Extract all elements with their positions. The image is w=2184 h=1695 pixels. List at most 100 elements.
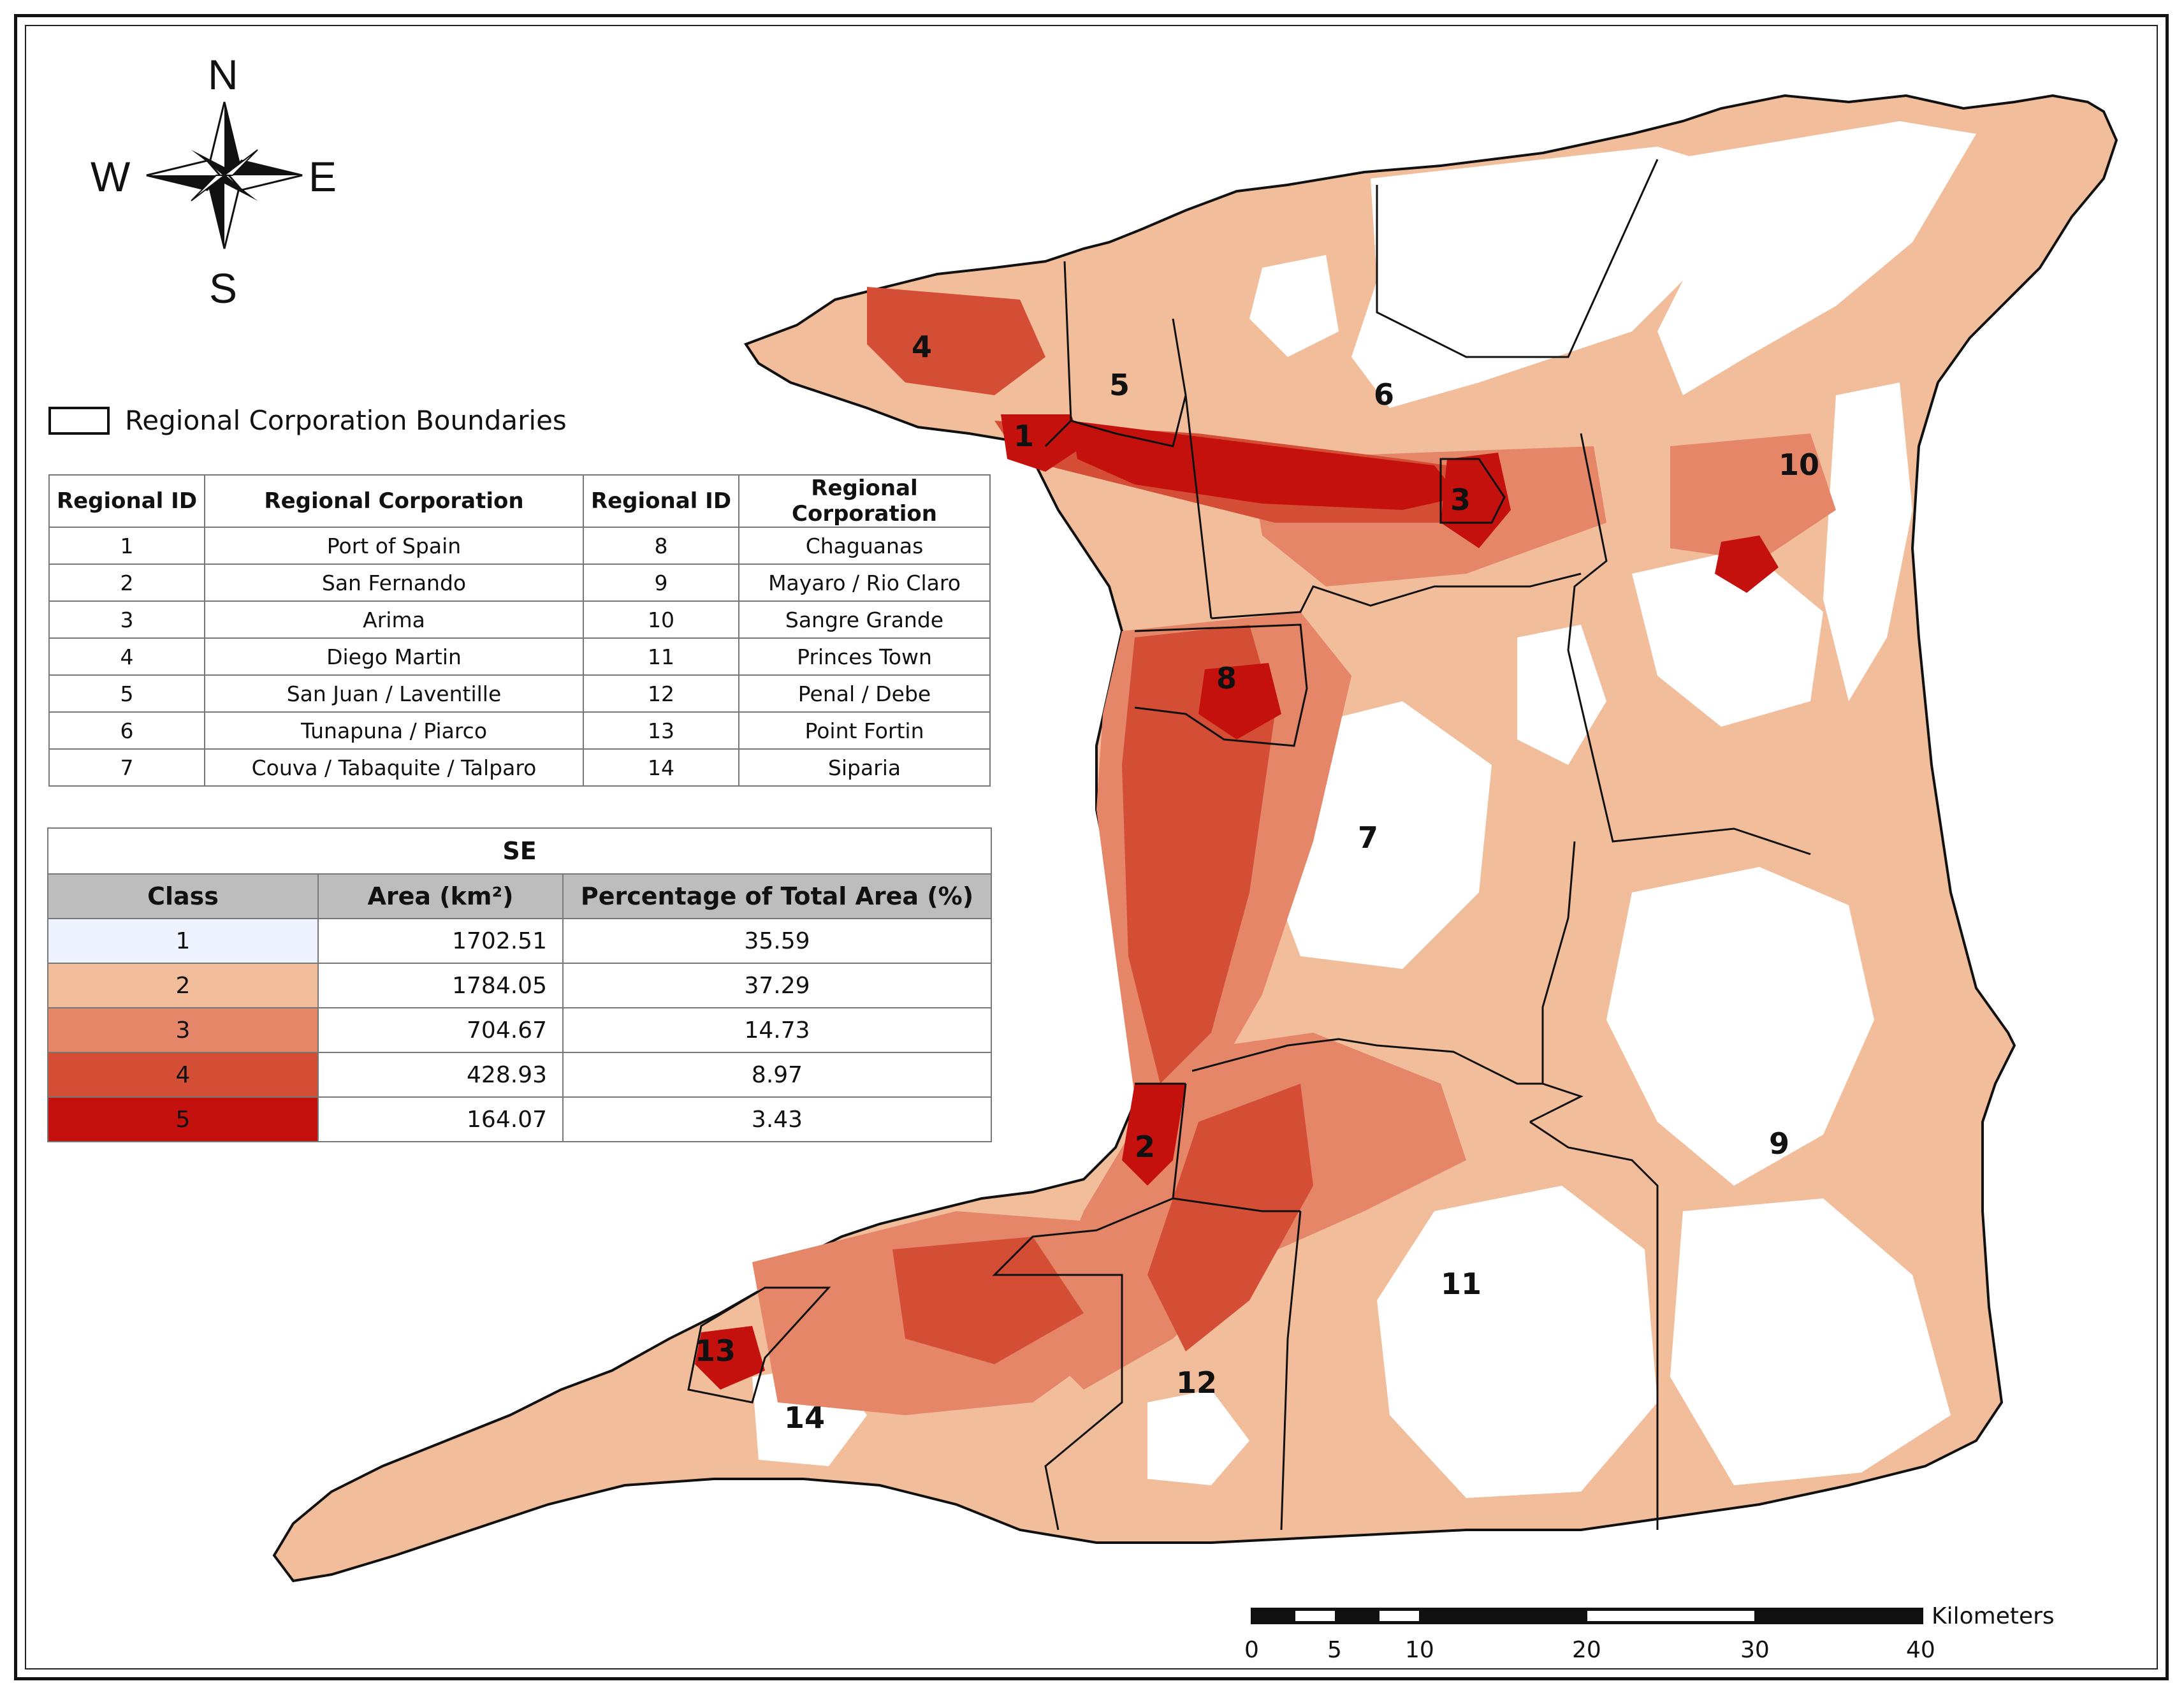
se-area: 1784.05 <box>317 963 564 1008</box>
region-label-3: 3 <box>1450 483 1471 517</box>
compass-s: S <box>209 265 237 312</box>
scale-tick-5: 5 <box>1327 1637 1342 1663</box>
table-row: 1 Port of Spain 8 Chaguanas <box>48 527 991 565</box>
regional-boundaries <box>687 159 1811 1531</box>
legend-boundary-swatch <box>48 406 110 435</box>
region-label-6: 6 <box>1374 377 1394 412</box>
scale-tick-10: 10 <box>1405 1637 1434 1663</box>
se-area: 164.07 <box>317 1096 564 1142</box>
region-id: 6 <box>48 711 205 750</box>
region-id: 12 <box>583 674 739 713</box>
table-row: 3 Arima 10 Sangre Grande <box>48 600 991 639</box>
region-id: 2 <box>48 564 205 602</box>
region-name: Princes Town <box>738 637 991 676</box>
table-row: 4 Diego Martin 11 Princes Town <box>48 637 991 676</box>
region-label-13: 13 <box>695 1334 736 1368</box>
legend-boundary-label: Regional Corporation Boundaries <box>125 405 567 436</box>
scale-tick-0: 0 <box>1244 1637 1259 1663</box>
se-class-table: SE Class Area (km²) Percentage of Total … <box>47 827 992 1142</box>
class-5-areas <box>695 414 1779 1390</box>
se-table-header: Percentage of Total Area (%) <box>562 873 992 919</box>
region-label-5: 5 <box>1109 368 1130 402</box>
region-label-11: 11 <box>1441 1267 1481 1301</box>
region-name: Sangre Grande <box>738 600 991 639</box>
region-label-10: 10 <box>1779 447 1819 482</box>
se-percentage: 35.59 <box>562 918 992 964</box>
region-name: Penal / Debe <box>738 674 991 713</box>
region-label-8: 8 <box>1216 661 1237 695</box>
se-class-swatch: 3 <box>47 1007 319 1053</box>
se-table-header: Area (km²) <box>317 873 564 919</box>
region-name: San Juan / Laventille <box>204 674 584 713</box>
table-row: 6 Tunapuna / Piarco 13 Point Fortin <box>48 711 991 750</box>
se-area: 1702.51 <box>317 918 564 964</box>
region-name: Point Fortin <box>738 711 991 750</box>
se-class-swatch: 4 <box>47 1052 319 1098</box>
table-row: 7 Couva / Tabaquite / Talparo 14 Siparia <box>48 748 991 787</box>
region-table-header: Regional Corporation <box>204 474 584 528</box>
se-percentage: 8.97 <box>562 1052 992 1098</box>
region-label-1: 1 <box>1014 419 1034 453</box>
table-row: 2 1784.05 37.29 <box>47 963 992 1008</box>
region-table-header: Regional ID <box>583 474 739 528</box>
region-id: 13 <box>583 711 739 750</box>
region-labels: 1 2 3 4 5 6 7 8 9 10 11 12 13 14 <box>695 330 1819 1435</box>
region-name: Couva / Tabaquite / Talparo <box>204 748 584 787</box>
se-class-swatch: 2 <box>47 963 319 1008</box>
region-id: 8 <box>583 527 739 565</box>
legend-boundary: Regional Corporation Boundaries <box>48 405 567 436</box>
region-id: 3 <box>48 600 205 639</box>
se-table-title: SE <box>47 827 992 875</box>
region-name: Chaguanas <box>738 527 991 565</box>
table-row: 5 San Juan / Laventille 12 Penal / Debe <box>48 674 991 713</box>
region-table-header: Regional Corporation <box>738 474 991 528</box>
scale-tick-30: 30 <box>1740 1637 1770 1663</box>
se-table-header: Class <box>47 873 319 919</box>
se-area: 428.93 <box>317 1052 564 1098</box>
se-class-swatch: 5 <box>47 1096 319 1142</box>
region-id: 5 <box>48 674 205 713</box>
scale-unit: Kilometers <box>1932 1603 2055 1629</box>
region-label-12: 12 <box>1176 1365 1217 1400</box>
table-row: 3 704.67 14.73 <box>47 1007 992 1053</box>
region-name: Diego Martin <box>204 637 584 676</box>
map-frame <box>14 14 2169 1680</box>
region-id: 11 <box>583 637 739 676</box>
se-percentage: 3.43 <box>562 1096 992 1142</box>
region-name: Arima <box>204 600 584 639</box>
compass-e: E <box>309 153 337 200</box>
compass-n: N <box>208 51 238 98</box>
se-percentage: 14.73 <box>562 1007 992 1053</box>
region-label-9: 9 <box>1769 1126 1789 1161</box>
region-name: Siparia <box>738 748 991 787</box>
table-row: 4 428.93 8.97 <box>47 1052 992 1098</box>
region-name: Mayaro / Rio Claro <box>738 564 991 602</box>
table-row: 5 164.07 3.43 <box>47 1096 992 1142</box>
region-label-2: 2 <box>1135 1130 1155 1164</box>
se-percentage: 37.29 <box>562 963 992 1008</box>
table-row: 2 San Fernando 9 Mayaro / Rio Claro <box>48 564 991 602</box>
region-id-table: Regional ID Regional Corporation Regiona… <box>48 474 991 787</box>
region-id: 10 <box>583 600 739 639</box>
compass-w: W <box>91 153 131 200</box>
scale-bar: Kilometers 0 5 10 20 30 40 <box>1244 1603 2055 1663</box>
region-label-14: 14 <box>784 1400 825 1435</box>
scale-tick-20: 20 <box>1572 1637 1601 1663</box>
region-id: 1 <box>48 527 205 565</box>
region-id: 9 <box>583 564 739 602</box>
inner-border <box>25 25 2158 1670</box>
region-id: 7 <box>48 748 205 787</box>
se-area: 704.67 <box>317 1007 564 1053</box>
region-name: Port of Spain <box>204 527 584 565</box>
region-label-7: 7 <box>1358 820 1378 855</box>
region-name: Tunapuna / Piarco <box>204 711 584 750</box>
region-name: San Fernando <box>204 564 584 602</box>
region-id: 14 <box>583 748 739 787</box>
region-id: 4 <box>48 637 205 676</box>
se-class-swatch: 1 <box>47 918 319 964</box>
table-row: 1 1702.51 35.59 <box>47 918 992 964</box>
scale-tick-40: 40 <box>1906 1637 1935 1663</box>
compass-rose: N S E W <box>91 51 337 312</box>
region-label-4: 4 <box>912 330 932 364</box>
